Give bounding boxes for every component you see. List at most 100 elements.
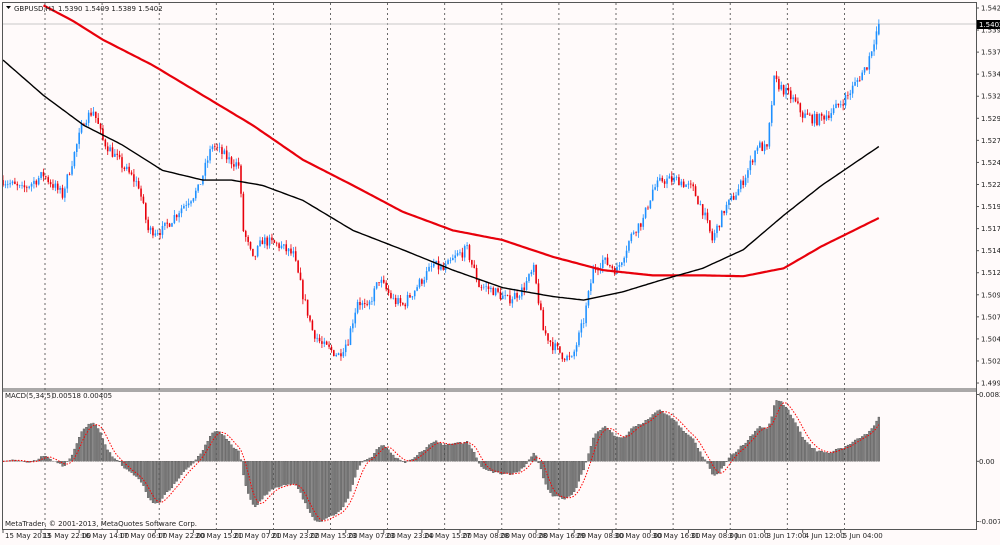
macd-bar [171, 461, 173, 488]
candle-bear [402, 303, 404, 305]
candle-bear [545, 330, 547, 333]
macd-bar [290, 461, 292, 484]
macd-bar [473, 452, 475, 461]
candle-bull [849, 93, 851, 94]
candle-bull [769, 123, 771, 147]
candle-bull [773, 76, 775, 105]
candle-bull [193, 198, 195, 201]
candle-bull [730, 196, 732, 200]
candle-bear [462, 252, 464, 257]
candle-bull [335, 355, 337, 356]
macd-bar [749, 436, 751, 461]
macd-bar [16, 461, 18, 462]
macd-bar [878, 417, 880, 461]
candle-bear [176, 215, 178, 217]
macd-bar [799, 432, 801, 461]
candle-bear [550, 341, 552, 342]
macd-bar [550, 461, 552, 492]
price-tick-label: 1.5195 [981, 203, 1000, 211]
candle-bull [81, 124, 83, 133]
price-tick-label: 1.5370 [981, 49, 1000, 57]
macd-bar [45, 456, 47, 461]
candle-bear [797, 101, 799, 103]
macd-bar [83, 429, 85, 461]
macd-bar [383, 445, 385, 461]
candle-bull [450, 260, 452, 261]
macd-bar [826, 452, 828, 461]
macd-bar [173, 461, 175, 483]
macd-bar [545, 461, 547, 484]
candle-bull [259, 240, 261, 246]
candle-bull [59, 188, 61, 190]
macd-bar [221, 434, 223, 461]
macd-bar [635, 426, 637, 461]
macd-bar [347, 461, 349, 498]
candle-bear [607, 258, 609, 265]
candle-bear [507, 295, 509, 296]
macd-bar [509, 461, 511, 474]
candle-bull [590, 283, 592, 291]
candle-bear [309, 316, 311, 321]
macd-bar [811, 448, 813, 461]
macd-bar [197, 456, 199, 461]
candle-bull [188, 203, 190, 205]
macd-bar [466, 441, 468, 461]
candle-bear [119, 155, 121, 157]
candle-bull [628, 241, 630, 251]
macd-bar [457, 442, 459, 461]
candle-bull [531, 272, 533, 274]
macd-bar [547, 461, 549, 489]
candle-bear [707, 213, 709, 221]
macd-bar [216, 431, 218, 461]
macd-bar [397, 458, 399, 461]
macd-bar [285, 461, 287, 485]
candle-bull [757, 148, 759, 151]
candle-bear [312, 321, 314, 331]
candle-bull [269, 238, 271, 246]
price-tick-label: 1.5270 [981, 137, 1000, 145]
macd-bar [50, 459, 52, 461]
candle-bear [783, 85, 785, 94]
candle-bear [326, 342, 328, 345]
macd-bar [690, 437, 692, 462]
candle-bull [64, 189, 66, 198]
candle-bear [214, 146, 216, 147]
macd-bar [802, 437, 804, 461]
candle-bull [212, 146, 214, 149]
candle-bear [473, 265, 475, 268]
candle-bear [635, 232, 637, 233]
candle-bear [390, 293, 392, 298]
macd-bar [81, 432, 83, 462]
macd-bar [283, 461, 285, 484]
candle-bull [869, 56, 871, 69]
candle-bull [804, 114, 806, 118]
candle-bear [304, 299, 306, 300]
candle-bull [650, 200, 652, 208]
macd-bar [178, 461, 180, 478]
macd-bar [126, 461, 128, 469]
candle-bear [128, 167, 130, 173]
candle-bull [878, 24, 880, 35]
macd-bar [783, 405, 785, 461]
candle-bull [633, 232, 635, 234]
candle-bull [40, 172, 42, 178]
candle-bull [657, 180, 659, 187]
candle-bear [847, 95, 849, 96]
candle-bear [26, 187, 28, 188]
macd-bar [821, 451, 823, 461]
macd-bar [507, 461, 509, 473]
macd-bar [157, 461, 159, 502]
candle-bull [457, 253, 459, 255]
candle-bull [397, 298, 399, 304]
candle-bear [742, 181, 744, 185]
macd-bar [614, 436, 616, 461]
macd-bar [133, 461, 135, 475]
candle-bull [5, 184, 7, 185]
candle-bull [281, 246, 283, 248]
macd-bar [104, 445, 106, 462]
macd-bar [450, 444, 452, 461]
macd-bar [569, 461, 571, 496]
price-tick-label: 1.5220 [981, 181, 1000, 189]
macd-bar [804, 440, 806, 461]
